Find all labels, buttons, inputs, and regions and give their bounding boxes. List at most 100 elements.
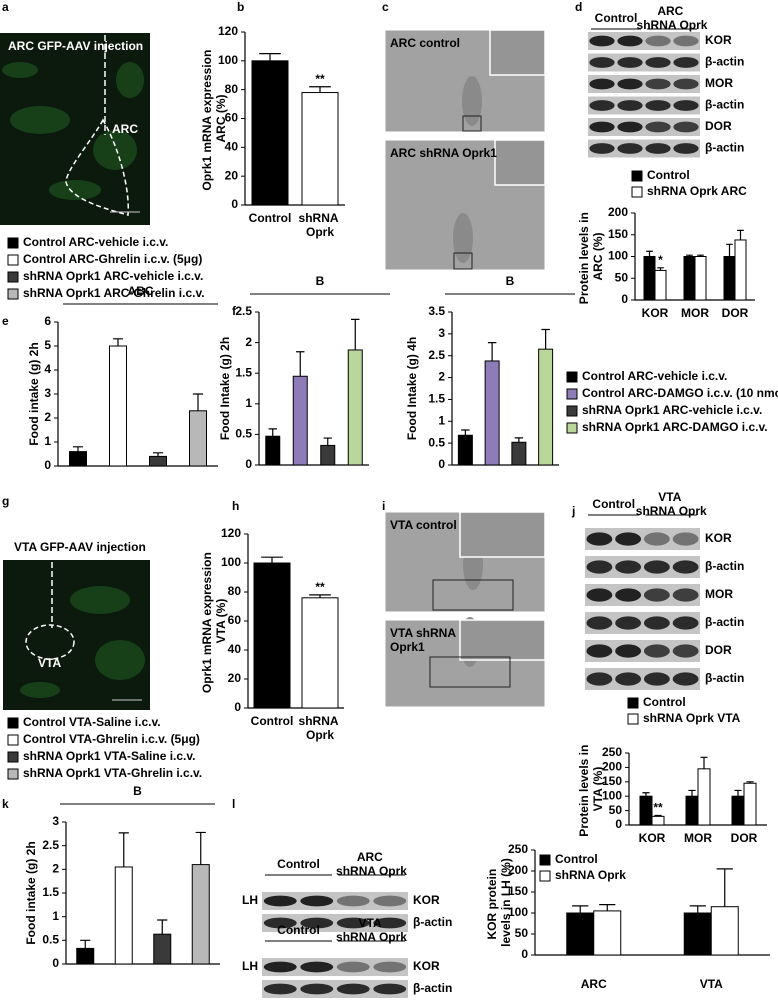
blot-band	[263, 983, 297, 995]
significance-marker: **	[315, 72, 325, 86]
image-label: VTA	[38, 656, 61, 670]
blot-band	[300, 983, 334, 995]
error-bar	[654, 814, 662, 817]
y-axis-label: Oprk1 mRNA expression VTA (%)	[200, 549, 228, 693]
y-tick-label: 80	[225, 82, 239, 96]
x-tick-label: Control	[249, 211, 292, 225]
y-tick-label: 1	[52, 909, 59, 923]
blot-group: ARC shRNA Oprk	[336, 850, 407, 878]
y-tick-label: 200	[602, 760, 622, 774]
error-bar	[541, 328, 550, 350]
blot-row-label: β-actin	[413, 915, 452, 929]
blot-band	[373, 983, 407, 995]
legend-label: shRNA Oprk VTA	[643, 711, 741, 725]
blot-band	[336, 917, 370, 929]
legend-swatch	[539, 870, 551, 882]
blot-band	[673, 35, 699, 47]
y-tick-label: 60	[228, 613, 242, 627]
x-tick-label: KOR	[642, 306, 669, 320]
panel-letter: e	[2, 314, 9, 328]
bar	[654, 269, 667, 301]
y-tick-label: 150	[508, 884, 528, 898]
y-tick-label: 3.5	[428, 304, 445, 318]
blot-band	[615, 588, 642, 602]
blot-band	[615, 616, 642, 630]
blot-strip	[588, 139, 700, 158]
error-bar	[80, 939, 91, 949]
blot-band	[263, 961, 297, 973]
y-tick-label: 5	[44, 338, 51, 352]
error-bar	[734, 789, 742, 797]
y-tick-label: 100	[608, 249, 628, 263]
x-tick-label: Control	[251, 714, 294, 728]
blot-band	[672, 560, 699, 574]
error-bar	[487, 342, 497, 361]
y-tick-label: 0	[44, 458, 51, 472]
blot-row-label: KOR	[413, 893, 440, 907]
bar	[643, 256, 656, 301]
blot-band	[672, 644, 699, 658]
blot-group: Control	[592, 497, 635, 511]
error-bar	[700, 756, 708, 769]
y-tick-label: 3	[438, 326, 445, 340]
blot-group: Control	[277, 923, 320, 937]
x-tick-label: MOR	[681, 306, 709, 320]
panel-letter: b	[237, 0, 244, 14]
significance-label: ABC	[128, 284, 154, 298]
y-tick-label: 6	[44, 314, 51, 328]
panel-letter: k	[2, 797, 9, 811]
y-tick-label: 200	[508, 863, 528, 877]
vta-outline	[25, 624, 75, 660]
blot-band	[336, 895, 370, 907]
error-bar	[261, 556, 283, 563]
legend-swatch	[7, 237, 19, 249]
y-tick-label: 1	[245, 396, 252, 410]
blot-row-label: β-actin	[705, 671, 744, 685]
legend-swatch	[7, 734, 19, 746]
x-tick-label: ARC	[581, 977, 607, 991]
blot-band	[615, 560, 642, 574]
legend-swatch	[566, 388, 578, 400]
error-bar	[152, 452, 164, 457]
y-axis-label: Protein levels in VTA (%)	[577, 741, 605, 836]
bar	[639, 795, 653, 826]
blot-band	[672, 672, 699, 686]
blot-band	[586, 616, 613, 630]
blot-band	[373, 961, 407, 973]
image-label: ARC shRNA Oprk1	[390, 146, 497, 160]
error-bar	[309, 86, 331, 93]
gfp-signal	[93, 130, 137, 170]
legend-swatch	[631, 186, 643, 198]
y-tick-label: 2.5	[235, 304, 252, 318]
y-tick-label: 1	[44, 434, 51, 448]
blot-band	[643, 644, 670, 658]
roi-box	[462, 115, 482, 132]
error-bar	[689, 905, 706, 913]
significance-marker: **	[653, 801, 663, 815]
blot-band	[643, 588, 670, 602]
bar	[76, 947, 95, 965]
blot-band	[586, 644, 613, 658]
y-axis-label: Food Intake (g) 4h	[405, 337, 419, 440]
error-bar	[309, 594, 331, 598]
x-tick-label: shRNA Oprk	[299, 211, 342, 239]
blot-strip	[588, 53, 700, 72]
error-bar	[192, 393, 204, 411]
y-tick-label: 20	[228, 671, 242, 685]
bar	[114, 866, 133, 965]
y-tick-label: 100	[221, 555, 241, 569]
blot-band	[673, 121, 699, 133]
y-axis-label: Food intake (g) 2h	[27, 342, 41, 445]
legend-swatch	[627, 713, 639, 725]
y-tick-label: 20	[225, 168, 239, 182]
y-tick-label: 200	[608, 205, 628, 219]
y-tick-label: 0	[234, 700, 241, 714]
blot-row-label: KOR	[705, 531, 732, 545]
blot-band	[645, 35, 671, 47]
bar	[511, 441, 527, 466]
y-tick-label: 0	[521, 947, 528, 961]
blot-band	[300, 895, 334, 907]
blot-row-label: β-actin	[705, 98, 744, 112]
blot-row-label: β-actin	[705, 141, 744, 155]
blot-row-label: KOR	[705, 33, 732, 47]
